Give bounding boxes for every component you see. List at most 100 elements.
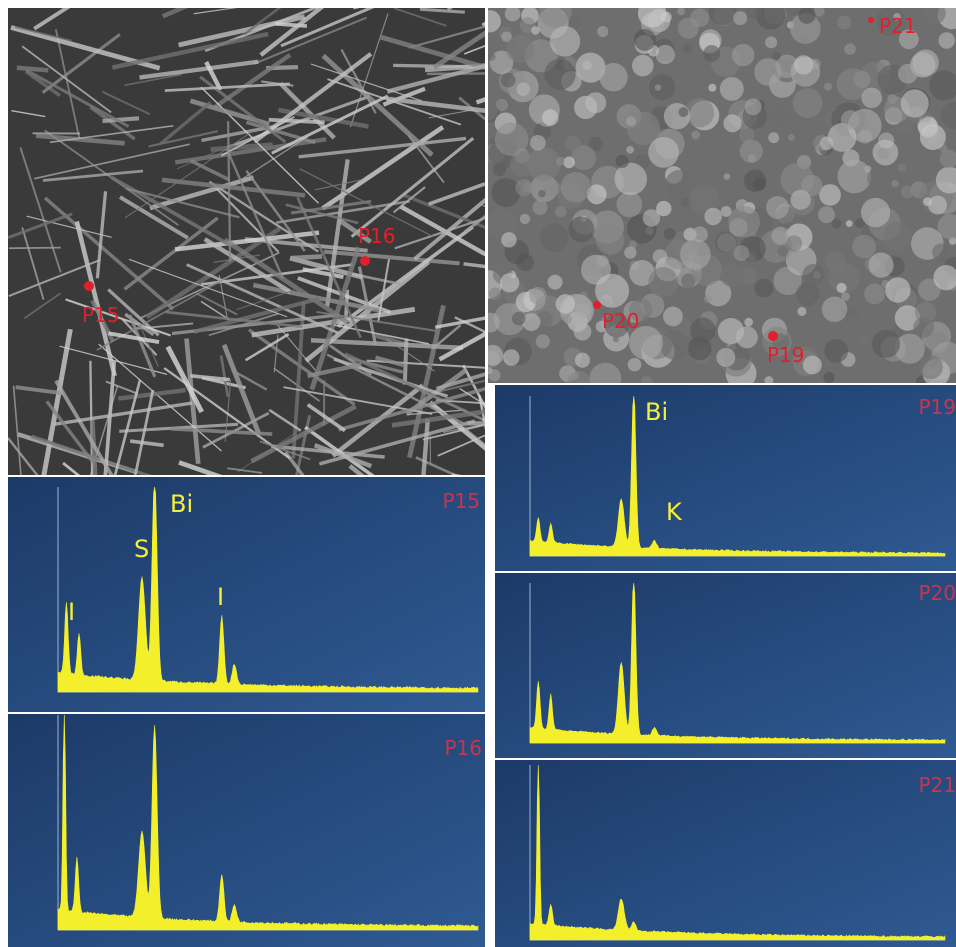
grain xyxy=(855,336,861,342)
grain xyxy=(613,336,619,342)
grain xyxy=(868,253,893,278)
grain xyxy=(793,88,823,118)
grain xyxy=(542,109,559,126)
peak-label: I xyxy=(217,583,224,611)
grain xyxy=(872,330,900,358)
grain xyxy=(861,88,882,109)
grain xyxy=(649,74,675,100)
grain xyxy=(912,49,938,75)
peak-label: Bi xyxy=(170,490,193,518)
grain xyxy=(555,206,567,218)
grain xyxy=(766,196,789,219)
point-label: P19 xyxy=(767,343,805,367)
point-marker xyxy=(84,281,94,291)
grain xyxy=(769,104,792,127)
grain xyxy=(754,58,782,86)
grain xyxy=(861,198,890,227)
peak-label: K xyxy=(666,498,683,526)
page: {"sem_images":[ {"points":[{"label":"P15… xyxy=(0,0,956,947)
grain xyxy=(516,82,530,96)
grain xyxy=(932,243,950,261)
grain xyxy=(918,117,938,137)
panel-label: P15 xyxy=(442,489,480,513)
figure: P15 P16 P21 P20 P19 P15 P16 P19 P20 P21 … xyxy=(0,0,956,947)
grain xyxy=(556,294,575,313)
grain xyxy=(656,45,675,64)
grain xyxy=(901,185,914,198)
grain xyxy=(802,264,824,286)
grain xyxy=(841,292,850,301)
grain xyxy=(788,134,795,141)
grain xyxy=(531,26,540,35)
grain xyxy=(755,279,774,298)
grain xyxy=(599,63,627,91)
grain xyxy=(891,180,898,187)
grain xyxy=(597,255,609,267)
grain xyxy=(873,140,899,166)
grain xyxy=(796,283,819,306)
grain xyxy=(777,246,788,257)
grain xyxy=(928,196,947,215)
grain xyxy=(733,245,749,261)
grain xyxy=(683,44,692,53)
grain xyxy=(846,220,853,227)
fiber xyxy=(9,248,61,249)
grain xyxy=(732,44,755,67)
grain xyxy=(883,221,912,250)
grain xyxy=(624,246,636,258)
grain xyxy=(491,178,520,207)
grain xyxy=(745,98,762,115)
grain xyxy=(853,71,870,88)
grain xyxy=(690,317,715,342)
grain xyxy=(540,223,569,252)
point-marker xyxy=(360,256,370,266)
grain xyxy=(791,190,811,210)
grain xyxy=(720,264,742,286)
grain xyxy=(797,307,806,316)
grain xyxy=(885,277,910,302)
grain xyxy=(837,16,851,30)
grain xyxy=(744,170,766,192)
grain xyxy=(595,274,629,308)
grain xyxy=(678,107,688,117)
grain xyxy=(772,52,780,60)
grain xyxy=(648,267,678,297)
point-label: P20 xyxy=(602,309,640,333)
panel-label: P20 xyxy=(918,581,956,605)
fiber xyxy=(292,256,322,258)
grain xyxy=(740,140,763,163)
grain xyxy=(614,163,646,195)
grain xyxy=(563,157,575,169)
grain xyxy=(744,318,753,327)
grain xyxy=(703,45,720,62)
grain xyxy=(724,173,731,180)
grain xyxy=(864,283,885,304)
grain xyxy=(803,356,822,375)
grain xyxy=(733,11,747,25)
grain xyxy=(867,169,886,188)
spectrum-panel xyxy=(495,385,956,571)
fiber xyxy=(17,68,48,71)
point-label: P16 xyxy=(358,224,396,248)
grain xyxy=(660,331,690,361)
grain xyxy=(530,135,546,151)
grain xyxy=(786,235,802,251)
grain xyxy=(512,312,526,326)
grain xyxy=(501,232,516,247)
grain xyxy=(785,2,799,16)
grain xyxy=(768,132,779,143)
grain xyxy=(505,6,521,22)
grain xyxy=(898,164,906,172)
grain xyxy=(824,251,845,272)
grain xyxy=(655,84,662,91)
grain xyxy=(819,184,841,206)
grain xyxy=(626,146,634,154)
grain xyxy=(794,55,813,74)
grain xyxy=(482,345,503,366)
grain xyxy=(597,26,608,37)
grain xyxy=(616,191,642,217)
grain xyxy=(824,83,832,91)
grain xyxy=(665,170,694,199)
grain xyxy=(850,308,860,318)
grain xyxy=(938,32,955,49)
